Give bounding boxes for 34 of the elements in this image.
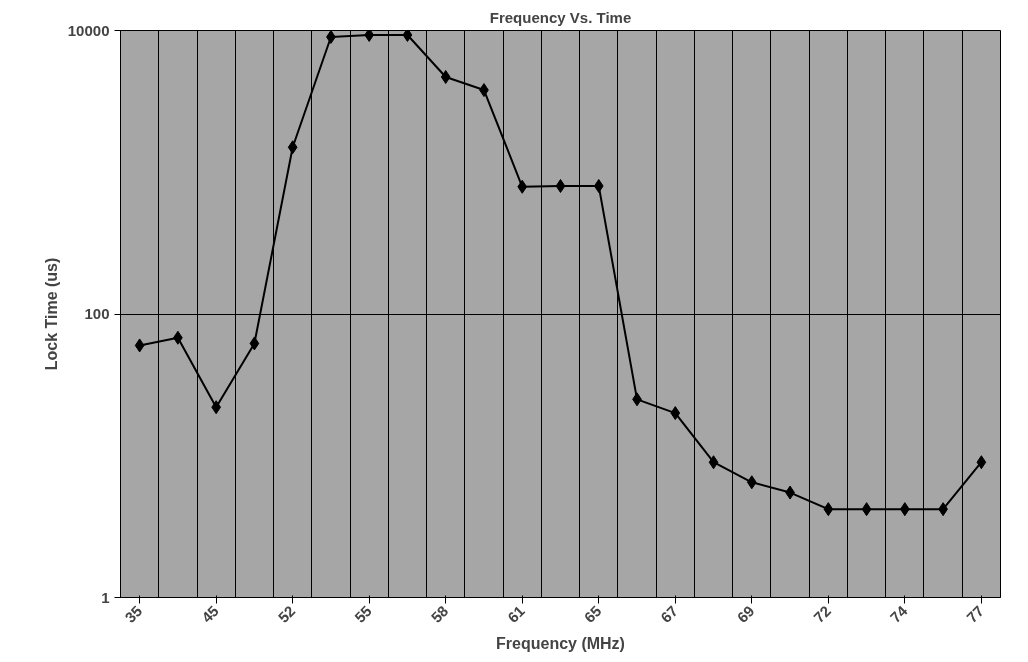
chart-title: Frequency Vs. Time — [489, 8, 632, 26]
x-tick-label: 35 — [121, 602, 146, 626]
x-tick-label: 67 — [657, 602, 681, 626]
point — [593, 178, 604, 193]
point — [440, 69, 451, 84]
point — [326, 30, 336, 44]
y-axis-title: Lock Time (us) — [42, 257, 60, 371]
x-axis-title: Frequency (MHz) — [496, 635, 625, 653]
point — [708, 455, 719, 470]
x-tick-label: 65 — [580, 602, 605, 626]
point — [976, 455, 987, 470]
point — [134, 338, 145, 353]
x-tick-label: 61 — [504, 602, 528, 626]
x-tick-label: 72 — [810, 602, 834, 626]
point — [517, 179, 528, 194]
x-tick-label: 58 — [427, 602, 452, 626]
y-tick-label: 10000 — [67, 21, 110, 39]
point — [670, 406, 681, 421]
x-tick-label: 69 — [733, 602, 758, 626]
point — [364, 30, 375, 42]
x-tick-label: 52 — [274, 602, 299, 626]
point — [249, 336, 260, 351]
y-tick-label: 1 — [101, 588, 110, 606]
x-tick-label: 77 — [963, 602, 988, 626]
x-tick-label: 55 — [351, 602, 375, 626]
point — [823, 502, 834, 517]
point — [861, 502, 872, 517]
point — [402, 30, 413, 42]
point — [746, 475, 757, 490]
y-tick-label: 100 — [84, 305, 110, 322]
point — [287, 140, 298, 155]
x-tick-label: 45 — [197, 602, 222, 626]
point — [555, 178, 566, 193]
x-tick-label: 74 — [886, 601, 911, 626]
